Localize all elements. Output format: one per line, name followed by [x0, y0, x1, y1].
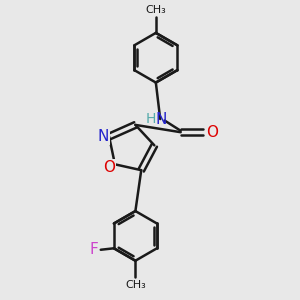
- Text: CH₃: CH₃: [146, 5, 166, 15]
- Text: H: H: [146, 112, 156, 126]
- Text: O: O: [206, 125, 218, 140]
- Text: N: N: [98, 129, 109, 144]
- Text: O: O: [103, 160, 115, 175]
- Text: F: F: [89, 242, 98, 257]
- Text: N: N: [156, 112, 167, 127]
- Text: CH₃: CH₃: [125, 280, 146, 290]
